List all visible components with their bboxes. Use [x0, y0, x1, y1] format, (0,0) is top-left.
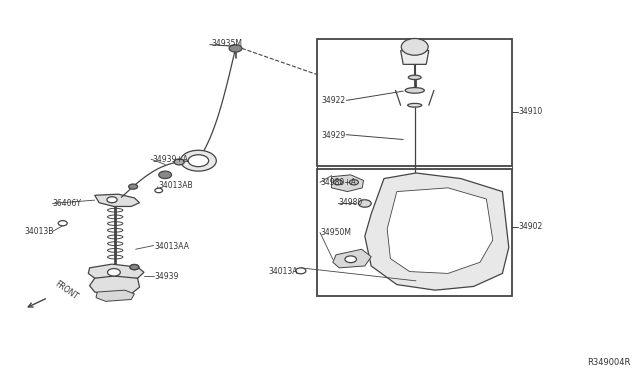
Text: 34902: 34902: [518, 222, 543, 231]
Polygon shape: [95, 194, 140, 206]
Text: 34950M: 34950M: [320, 228, 351, 237]
Text: 34910: 34910: [518, 107, 543, 116]
Circle shape: [130, 264, 139, 270]
Circle shape: [129, 184, 138, 189]
Circle shape: [108, 269, 120, 276]
Circle shape: [188, 155, 209, 167]
Circle shape: [58, 221, 67, 226]
Text: 34980+A: 34980+A: [320, 178, 356, 187]
Text: 34922: 34922: [321, 96, 346, 105]
Circle shape: [296, 268, 306, 274]
Text: 34013AB: 34013AB: [159, 182, 193, 190]
Circle shape: [349, 180, 358, 185]
Ellipse shape: [408, 75, 421, 80]
Circle shape: [358, 200, 371, 207]
Text: 34939: 34939: [155, 272, 179, 280]
Text: FRONT: FRONT: [53, 280, 79, 302]
Ellipse shape: [405, 87, 424, 93]
Polygon shape: [387, 188, 493, 273]
Text: 34013A: 34013A: [269, 267, 298, 276]
Text: 34980: 34980: [338, 198, 362, 207]
Text: 34935M: 34935M: [211, 39, 242, 48]
Text: 34013AA: 34013AA: [155, 242, 190, 251]
Circle shape: [174, 159, 184, 165]
Polygon shape: [365, 173, 509, 290]
Circle shape: [333, 180, 342, 185]
Text: R349004R: R349004R: [587, 358, 630, 367]
Circle shape: [159, 171, 172, 179]
Text: 34013B: 34013B: [24, 227, 54, 236]
Bar: [317, 39, 512, 166]
Polygon shape: [333, 249, 371, 268]
Text: 34939+A: 34939+A: [152, 155, 188, 164]
Ellipse shape: [408, 103, 422, 107]
Circle shape: [155, 188, 163, 193]
Circle shape: [229, 45, 242, 52]
Text: 36406Y: 36406Y: [52, 199, 81, 208]
Circle shape: [107, 197, 117, 203]
Circle shape: [180, 150, 216, 171]
Polygon shape: [88, 264, 144, 281]
Polygon shape: [332, 175, 364, 192]
Circle shape: [130, 264, 139, 270]
Text: 34929: 34929: [321, 131, 346, 140]
Polygon shape: [96, 290, 134, 301]
Bar: [317, 169, 512, 296]
Polygon shape: [90, 276, 140, 296]
Circle shape: [345, 256, 356, 263]
Polygon shape: [401, 51, 429, 64]
Ellipse shape: [401, 38, 428, 55]
